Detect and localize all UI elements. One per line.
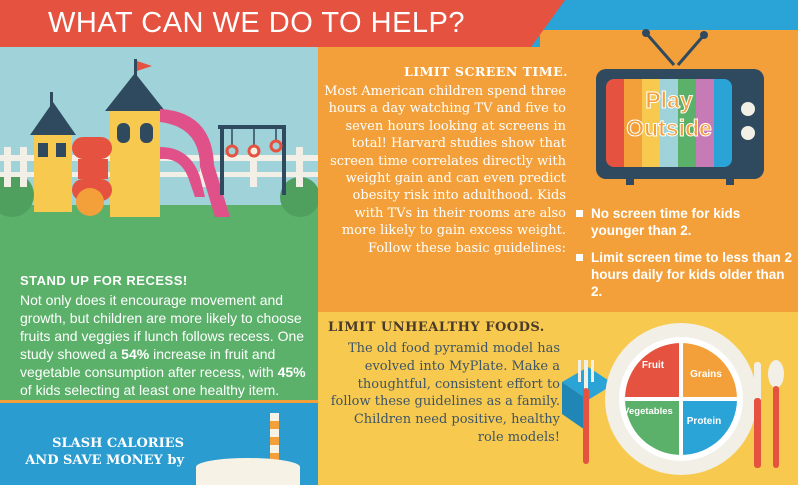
- bullet-square: [576, 210, 583, 217]
- recess-section: STAND UP FOR RECESS! Not only does it en…: [0, 47, 320, 400]
- plate-label-grains: Grains: [690, 369, 722, 380]
- recess-text-part2: increase in fruit and vegetable consumpt…: [20, 346, 278, 380]
- plate-label-vegetables: Vegetables: [623, 406, 673, 417]
- unhealthy-foods-paragraph: The old food pyramid model has evolved i…: [330, 341, 560, 445]
- guideline-item: Limit screen time to less than 2 hours d…: [576, 249, 794, 300]
- screen-guidelines-list: No screen time for kids younger than 2. …: [576, 205, 794, 310]
- header-banner: [0, 0, 565, 47]
- tv-screen-text-outside: Outside: [626, 115, 713, 142]
- recess-paragraph: Not only does it encourage movement and …: [20, 291, 312, 399]
- playground-grass: [0, 205, 318, 400]
- recess-heading: STAND UP FOR RECESS!: [20, 273, 188, 288]
- plate-label-fruit: Fruit: [641, 360, 665, 371]
- recess-stat-45: 45%: [277, 364, 306, 380]
- bullet-square: [576, 254, 583, 261]
- header-accent-stripe: [540, 30, 798, 47]
- playground-illustration: [0, 59, 320, 217]
- guideline-item: No screen time for kids younger than 2.: [576, 205, 794, 239]
- guideline-text: No screen time for kids younger than 2.: [591, 206, 741, 238]
- slash-calories-section: SLASH CALORIES AND SAVE MONEY by: [0, 403, 318, 485]
- slash-calories-heading: SLASH CALORIES AND SAVE MONEY by: [25, 436, 184, 468]
- recess-text-part1: Not only does it encourage movement and …: [20, 292, 305, 362]
- plate-label-protein: Protein: [686, 416, 722, 427]
- screen-time-section: LIMIT SCREEN TIME. Most American childre…: [318, 29, 798, 310]
- unhealthy-foods-section: LIMIT UNHEALTHY FOODS. The old food pyra…: [318, 312, 798, 485]
- tv-illustration: [596, 29, 764, 185]
- milk-glass-illustration: [196, 413, 300, 485]
- myplate-illustration: [562, 323, 784, 475]
- screen-time-paragraph: Most American children spend three hours…: [324, 84, 566, 256]
- guideline-text: Limit screen time to less than 2 hours d…: [591, 250, 793, 299]
- recess-text-part3: of kids selecting at least one healthy i…: [20, 382, 280, 398]
- tv-screen-text-play: Play: [645, 87, 693, 114]
- recess-stat-54: 54%: [121, 346, 150, 362]
- page-title: WHAT CAN WE DO TO HELP?: [48, 7, 466, 39]
- unhealthy-foods-heading: LIMIT UNHEALTHY FOODS.: [328, 320, 545, 335]
- screen-time-heading: LIMIT SCREEN TIME.: [403, 64, 568, 79]
